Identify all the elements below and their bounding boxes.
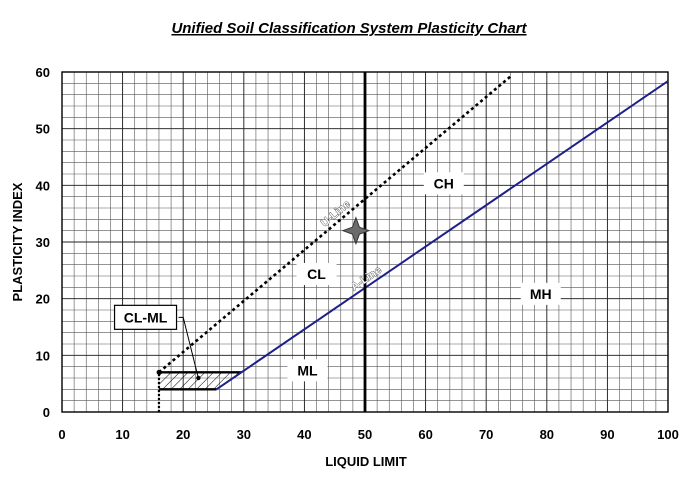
y-tick-label: 40 (36, 178, 50, 193)
callout-box (113, 304, 178, 330)
chart-title: Unified Soil Classification System Plast… (171, 20, 527, 37)
region-label-bg (423, 172, 464, 195)
cl-ml-zone (157, 371, 242, 412)
x-tick-label: 40 (297, 427, 311, 442)
x-tick-label: 60 (418, 427, 432, 442)
y-axis-label: PLASTICITY INDEX (10, 182, 25, 301)
x-tick-label: 90 (600, 427, 614, 442)
u-line-series (158, 75, 512, 374)
x-tick-label: 10 (115, 427, 129, 442)
tick-labels: 0 10 20 30 40 50 60 70 80 90 100 0 10 20 30 40 50 60 (36, 65, 679, 442)
callout-label: CL-ML (124, 309, 168, 325)
x-tick-label: 100 (657, 427, 679, 442)
region-label-bg (520, 282, 561, 305)
y-tick-label: 0 (43, 405, 50, 420)
y-tick-label: 10 (36, 348, 50, 363)
y-tick-label: 60 (36, 65, 50, 80)
x-tick-label: 20 (176, 427, 190, 442)
x-tick-label: 0 (58, 427, 65, 442)
region-label: ML (297, 362, 318, 378)
region-label: MH (530, 286, 552, 302)
star-marker (341, 216, 371, 246)
x-tick-label: 30 (237, 427, 251, 442)
y-tick-label: 20 (36, 292, 50, 307)
y-tick-label: 50 (36, 122, 50, 137)
region-label-bg (287, 359, 328, 382)
y-tick-label: 30 (36, 235, 50, 250)
callout-leader (178, 316, 199, 379)
region-label-bg (296, 263, 337, 285)
x-axis-label: LIQUID LIMIT (325, 454, 407, 469)
region-label: CH (434, 175, 454, 191)
u-line-start-point (156, 369, 162, 375)
x-tick-label: 50 (358, 427, 372, 442)
x-tick-label: 80 (540, 427, 554, 442)
x-tick-label: 70 (479, 427, 493, 442)
cl-ml-hatch (158, 372, 242, 390)
series-lines (156, 72, 669, 412)
a-line-series (215, 80, 669, 391)
callout-target-dot (196, 375, 201, 381)
region-label: CL (307, 266, 326, 282)
